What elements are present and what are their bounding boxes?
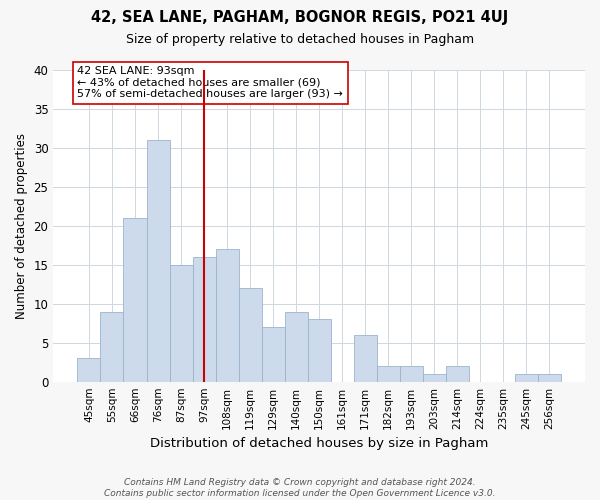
Bar xyxy=(377,366,400,382)
Text: 42 SEA LANE: 93sqm
← 43% of detached houses are smaller (69)
57% of semi-detache: 42 SEA LANE: 93sqm ← 43% of detached hou… xyxy=(77,66,343,100)
Bar xyxy=(77,358,100,382)
Bar xyxy=(100,312,124,382)
Bar xyxy=(170,265,193,382)
X-axis label: Distribution of detached houses by size in Pagham: Distribution of detached houses by size … xyxy=(150,437,488,450)
Bar xyxy=(239,288,262,382)
Bar xyxy=(146,140,170,382)
Bar xyxy=(284,312,308,382)
Bar xyxy=(193,257,215,382)
Bar xyxy=(423,374,446,382)
Bar xyxy=(215,249,239,382)
Bar xyxy=(538,374,561,382)
Bar xyxy=(515,374,538,382)
Text: Contains HM Land Registry data © Crown copyright and database right 2024.
Contai: Contains HM Land Registry data © Crown c… xyxy=(104,478,496,498)
Bar xyxy=(262,327,284,382)
Bar xyxy=(400,366,423,382)
Text: 42, SEA LANE, PAGHAM, BOGNOR REGIS, PO21 4UJ: 42, SEA LANE, PAGHAM, BOGNOR REGIS, PO21… xyxy=(91,10,509,25)
Bar xyxy=(353,335,377,382)
Bar xyxy=(446,366,469,382)
Bar xyxy=(124,218,146,382)
Text: Size of property relative to detached houses in Pagham: Size of property relative to detached ho… xyxy=(126,32,474,46)
Y-axis label: Number of detached properties: Number of detached properties xyxy=(15,133,28,319)
Bar xyxy=(308,320,331,382)
